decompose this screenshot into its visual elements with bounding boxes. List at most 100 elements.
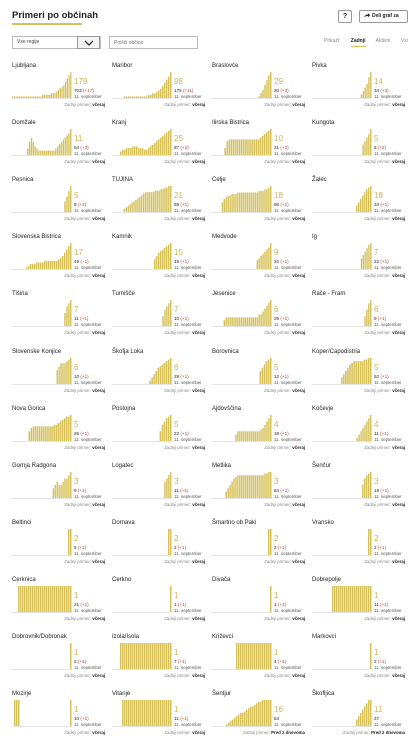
sort-option-all[interactable]: Vsi	[400, 38, 408, 44]
municipality-card[interactable]: Logatec 3 11 (+1) 11. september Zadnji prime…	[112, 463, 205, 516]
total-cases-value: 2	[374, 544, 377, 550]
municipality-card[interactable]: Šmartno ob Paki 2 2 (+1) 11. september Zadnj…	[212, 520, 305, 573]
municipality-card[interactable]: Rače - Fram 6 9 (+1) 11. september Zadnji pr…	[312, 291, 405, 344]
last-case-value: včeraj	[392, 216, 405, 222]
total-cases-value: 10	[74, 716, 80, 722]
municipality-card[interactable]: Dobrepolje 1 11 (+1) 11. september Zadnji pr…	[312, 577, 405, 630]
sparkline-bar	[60, 257, 62, 270]
municipality-card[interactable]: Cerknica 1 21 (+1) 11. september Zadnji prim…	[12, 577, 105, 630]
sparkline-bar	[144, 96, 146, 98]
municipality-card[interactable]: Šenčur 3 19 (+1) 11. september Zadnji primer…	[312, 463, 405, 516]
municipality-card[interactable]: Ajdovščina 4 19 (+1) 11. september Zadnji pr…	[212, 406, 305, 459]
municipality-card[interactable]: Divača 1 1 (+1) 11. september Zadnji primer:…	[212, 577, 305, 630]
sparkline-bar	[40, 262, 42, 270]
active-cases-value: 9	[274, 248, 279, 258]
last-update-date: 11. september	[174, 94, 202, 99]
municipality-card[interactable]: Ljubljana 179 703 (+17) 11. september Zadnji…	[12, 63, 105, 116]
sparkline-bar	[20, 96, 23, 99]
municipality-card[interactable]: Kočevje 4 11 (+1) 11. september Zadnji prime…	[312, 406, 405, 459]
sparkline-bar	[32, 264, 34, 270]
sparkline-bar	[231, 481, 233, 498]
municipality-name: Cerknica	[12, 576, 36, 583]
municipality-card[interactable]: TUJINA 21 59 (+1) 11. september Zadnji prime…	[112, 177, 205, 230]
municipality-card[interactable]: Izola/Isola 1 7 (+1) 11. september Zadnji pr…	[112, 634, 205, 687]
municipality-card[interactable]: Ilirska Bistrica 10 31 (+2) 11. september Za…	[212, 120, 305, 173]
municipality-name: Ajdovščina	[212, 405, 242, 412]
municipality-card[interactable]: Domžale 11 53 (+3) 11. september Zadnji prim…	[12, 120, 105, 173]
last-case-value: včeraj	[192, 444, 205, 450]
sparkline-bar	[167, 416, 170, 441]
daily-delta: (+1)	[180, 316, 189, 322]
sparkline-bar	[133, 201, 135, 213]
municipality-card[interactable]: Borovnica 5 12 (+1) 11. september Zadnji pri…	[212, 349, 305, 402]
sparkline-bar	[268, 528, 270, 555]
sparkline-bar	[138, 643, 140, 669]
municipality-card[interactable]: Pivka 14 34 (+3) 11. september Zadnji primer…	[312, 63, 405, 116]
municipality-card[interactable]: Braslovče 29 30 (+3) 11. september Zadnji pr…	[212, 63, 305, 116]
municipality-card[interactable]: Koper/Capodistria 5 52 (+1) 11. september Za…	[312, 349, 405, 402]
municipality-card[interactable]: Kranj 25 87 (+2) 11. september Zadnji primer…	[112, 120, 205, 173]
municipality-card[interactable]: Slovenska Bistrica 17 49 (+1) 11. september…	[12, 234, 105, 287]
municipality-card[interactable]: Celje 18 86 (+1) 11. september Zadnji primer…	[212, 177, 305, 230]
municipality-card[interactable]: Vitanje 1 11 (+1) 11. september Zadnji prime…	[112, 691, 205, 744]
sparkline-bar	[52, 261, 54, 270]
sparkline-bar	[160, 251, 162, 270]
help-button[interactable]: ?	[338, 10, 352, 23]
daily-delta: (+1)	[80, 716, 89, 722]
municipality-card[interactable]: Pesnica 5 9 (+2) 11. september Zadnji primer…	[12, 177, 105, 230]
last-update-date: 11. september	[174, 322, 202, 328]
sparkline-bar	[364, 141, 366, 156]
sparkline-bar	[136, 96, 138, 98]
last-case-value: včeraj	[92, 730, 105, 736]
last-case-label: Zadnji primer:	[64, 159, 92, 165]
municipality-card[interactable]: Cerkno 1 1 (+1) 11. september Zadnji primer:…	[112, 577, 205, 630]
municipality-card[interactable]: Gornja Radgona 3 9 (+1) 11. september Zadnji…	[12, 463, 105, 516]
municipality-card[interactable]: Metlika 3 84 (+1) 11. september Zadnji prime…	[212, 463, 305, 516]
municipality-name: Markovci	[312, 634, 337, 640]
municipality-card[interactable]: Maribor 98 175 (+11) 11. september Zadnji pr…	[112, 63, 205, 116]
municipality-card[interactable]: Vransko 2 2 (+1) 11. september Zadnji primer…	[312, 520, 405, 573]
active-cases-value: 179	[74, 77, 88, 86]
municipality-card[interactable]: Slovenske Konjice 6 10 (+1) 11. september Za…	[12, 349, 105, 402]
daily-delta: (+1)	[377, 659, 387, 664]
municipality-card[interactable]: Mozirje 1 10 (+1) 11. september Zadnji prime…	[12, 691, 105, 744]
municipality-card[interactable]: Markovci 1 2 (+1) 11. september Zadnji prime…	[312, 634, 405, 687]
municipality-card[interactable]: Medvode 9 32 (+1) 11. september Zadnji prime…	[212, 234, 305, 287]
municipality-card[interactable]: Križevci 1 4 (+1) 11. september Zadnji prime…	[212, 634, 305, 687]
sparkline-bar	[260, 474, 262, 498]
last-case-line: Zadnji primer: včeraj	[112, 445, 205, 450]
case-sparkline	[112, 72, 172, 99]
share-button[interactable]: Deli graf za	[359, 10, 408, 23]
region-select[interactable]: Vse regije	[12, 36, 101, 49]
municipality-card[interactable]: Ig 7 22 (+1) 11. september Zadnji primer: vč…	[312, 234, 405, 287]
region-select-toggle[interactable]	[77, 36, 100, 49]
municipality-card[interactable]: Postojna 5 22 (+1) 11. september Zadnji prim…	[112, 406, 205, 459]
municipality-search-input[interactable]	[109, 36, 198, 49]
municipality-card[interactable]: Kungota 5 8 (+2) 11. september Zadnji primer…	[312, 120, 405, 173]
sparkline-bar	[68, 75, 70, 98]
municipality-card[interactable]: Dobrovnik/Dobronak 1 2 (+1) 11. september Za…	[12, 634, 105, 687]
municipality-card[interactable]: Škofljica 11 27 11. september Zadnji primer…	[312, 691, 405, 744]
municipality-card[interactable]: Turnišče 7 10 (+1) 11. september Zadnji prim…	[112, 291, 205, 344]
sparkline-bar	[48, 261, 50, 270]
sparkline-bar	[28, 430, 31, 441]
last-case-value: včeraj	[292, 102, 305, 107]
municipality-card[interactable]: Nova Gorica 5 26 (+1) 11. september Zadnji p…	[12, 406, 105, 459]
sparkline-bar	[224, 148, 226, 156]
municipality-card[interactable]: Škofja Loka 6 28 (+1) 11. september Zadnji p…	[112, 349, 205, 402]
sort-option-latest[interactable]: Zadnji	[350, 38, 366, 44]
municipality-card[interactable]: Žalec 18 34 (+1) 11. september Zadnji primer…	[312, 177, 405, 230]
sparkline-bar	[166, 700, 168, 727]
municipality-card[interactable]: Dornava 2 2 (+1) 11. september Zadnji primer…	[112, 520, 205, 573]
sparkline-bar	[127, 206, 129, 213]
municipality-card[interactable]: Kamnik 15 48 (+1) 11. september Zadnji prime…	[112, 234, 205, 287]
municipality-card[interactable]: Tišina 7 11 (+1) 11. september Zadnji primer…	[12, 291, 105, 344]
active-cases-value: 2	[374, 533, 379, 543]
last-update-date: 11. september	[274, 607, 302, 613]
municipality-card[interactable]: Jesenice 6 29 (+1) 11. september Zadnji prim…	[212, 291, 305, 344]
municipality-card[interactable]: Šentjur 16 54 11. september Zadnji primer: …	[212, 691, 305, 744]
municipality-card[interactable]: Beltinci 2 5 (+1) 11. september Zadnji prime…	[12, 520, 105, 573]
sparkline-bar	[124, 643, 126, 669]
total-cases-value: 7	[174, 659, 177, 664]
sort-option-active[interactable]: Aktivni	[375, 38, 391, 44]
